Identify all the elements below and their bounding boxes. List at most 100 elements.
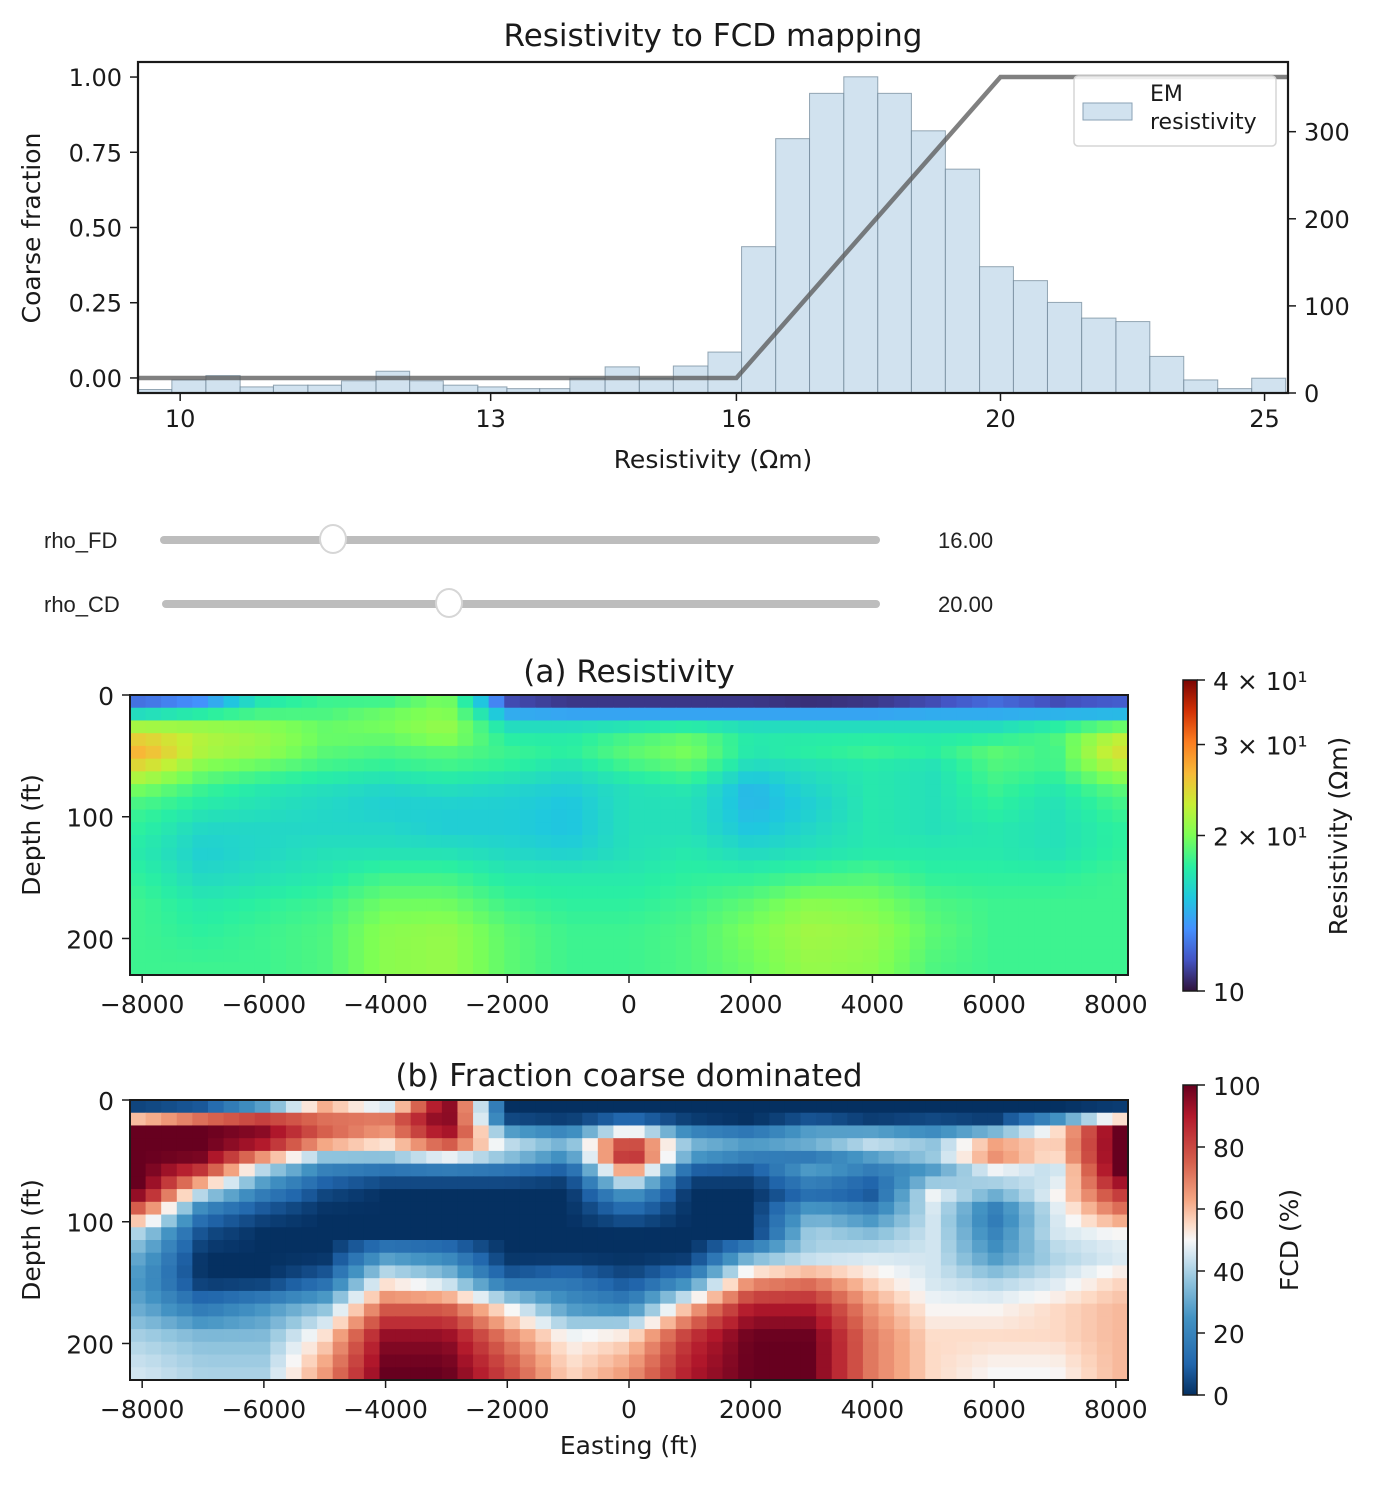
- heatmap-cell: [566, 822, 583, 836]
- heatmap-cell: [675, 733, 692, 747]
- heatmap-cell: [426, 1290, 443, 1305]
- heatmap-cell: [816, 784, 833, 798]
- heatmap-cell: [317, 1252, 334, 1267]
- heatmap-cell: [862, 1227, 880, 1241]
- heatmap-cell: [285, 847, 303, 862]
- heatmap-cell: [519, 1138, 537, 1152]
- heatmap-cell: [473, 949, 490, 963]
- heatmap-cell: [862, 1329, 880, 1343]
- heatmap-cell: [441, 1341, 459, 1356]
- heatmap-cell: [597, 873, 615, 887]
- chart-title: (a) Resistivity: [523, 654, 734, 690]
- heatmap-cell: [894, 745, 911, 760]
- heatmap-cell: [1096, 1176, 1114, 1190]
- heatmap-cell: [176, 1163, 193, 1177]
- heatmap-cell: [192, 1189, 209, 1203]
- heatmap-cell: [504, 885, 521, 900]
- heatmap-cell: [878, 695, 895, 709]
- heatmap-cell: [613, 784, 630, 798]
- heatmap-cell: [1050, 1189, 1067, 1203]
- heatmap-cell: [566, 835, 583, 849]
- heatmap-cell: [348, 822, 365, 836]
- heatmap-cell: [363, 1189, 381, 1203]
- heatmap-cell: [161, 1189, 178, 1203]
- heatmap-cell: [878, 1227, 895, 1241]
- heatmap-cell: [192, 733, 209, 747]
- heatmap-cell: [332, 796, 349, 811]
- heatmap-cell: [644, 898, 661, 912]
- heatmap-cell: [285, 860, 303, 874]
- heatmap-cell: [831, 1189, 848, 1203]
- slider-track-rho-cd[interactable]: [162, 600, 880, 608]
- heatmap-cell: [1096, 707, 1114, 722]
- heatmap-cell: [582, 1367, 599, 1381]
- heatmap-cell: [738, 835, 755, 849]
- heatmap-cell: [675, 1150, 692, 1165]
- heatmap-cell: [504, 1150, 521, 1165]
- heatmap-cell: [1112, 1303, 1129, 1317]
- heatmap-cell: [285, 1227, 303, 1241]
- heatmap-cell: [675, 1316, 692, 1330]
- slider-row-rho-cd: rho_CD 20.00: [0, 584, 1100, 624]
- heatmap-cell: [161, 745, 178, 760]
- heatmap-cell: [270, 720, 287, 734]
- heatmap-cell: [254, 1138, 271, 1152]
- heatmap-cell: [629, 936, 646, 951]
- heatmap-cell: [925, 1354, 942, 1368]
- heatmap-cell: [878, 1240, 895, 1254]
- heatmap-cell: [457, 758, 474, 772]
- heatmap-cell: [722, 873, 739, 887]
- heatmap-cell: [738, 1354, 755, 1368]
- heatmap-cell: [1034, 835, 1051, 849]
- heatmap-cell: [1003, 695, 1020, 709]
- heatmap-cell: [317, 1240, 334, 1254]
- heatmap-cell: [176, 1341, 193, 1356]
- heatmap-cell: [660, 860, 677, 874]
- heatmap-cell: [395, 695, 412, 709]
- heatmap-cell: [161, 822, 178, 836]
- heatmap-cell: [1050, 1316, 1067, 1330]
- heatmap-cell: [644, 1176, 661, 1190]
- slider-thumb-rho-fd[interactable]: [318, 524, 347, 554]
- heatmap-cell: [1003, 962, 1020, 976]
- heatmap-cell: [426, 911, 443, 925]
- heatmap-cell: [597, 1240, 615, 1254]
- heatmap-cell: [519, 949, 537, 963]
- slider-thumb-rho-cd[interactable]: [435, 588, 464, 618]
- heatmap-cell: [1065, 1227, 1082, 1241]
- heatmap-cell: [738, 1290, 755, 1305]
- heatmap-cell: [488, 1189, 505, 1203]
- heatmap-cell: [223, 860, 240, 874]
- heatmap-cell: [161, 1265, 178, 1279]
- heatmap-cell: [691, 784, 708, 798]
- heatmap-cell: [1065, 847, 1082, 862]
- heatmap-cell: [332, 1329, 349, 1343]
- heatmap-cell: [738, 1163, 755, 1177]
- heatmap-cell: [597, 784, 615, 798]
- heatmap-cell: [722, 1316, 739, 1330]
- heatmap-cell: [410, 1303, 427, 1317]
- heatmap-cell: [956, 822, 973, 836]
- heatmap-cell: [597, 707, 615, 722]
- heatmap-cell: [566, 1201, 583, 1216]
- heatmap-cell: [379, 847, 396, 862]
- heatmap-cell: [488, 745, 505, 760]
- heatmap-cell: [1018, 771, 1036, 785]
- histogram-bar: [272, 384, 309, 394]
- heatmap-cell: [831, 1252, 848, 1267]
- heatmap-cell: [722, 796, 739, 811]
- heatmap-cell: [551, 1240, 568, 1254]
- heatmap-cell: [613, 1227, 630, 1241]
- heatmap-cell: [597, 936, 615, 951]
- heatmap-cell: [395, 1341, 412, 1356]
- heatmap-cell: [816, 1125, 833, 1139]
- heatmap-cell: [956, 720, 973, 734]
- heatmap-cell: [239, 1278, 256, 1292]
- slider-track-rho-fd[interactable]: [160, 536, 880, 544]
- heatmap-cell: [395, 835, 412, 849]
- heatmap-cell: [1034, 1265, 1051, 1279]
- histogram-bar: [375, 370, 411, 394]
- heatmap-cell: [582, 1189, 599, 1203]
- heatmap-cell: [1065, 720, 1082, 734]
- heatmap-cell: [1112, 949, 1129, 963]
